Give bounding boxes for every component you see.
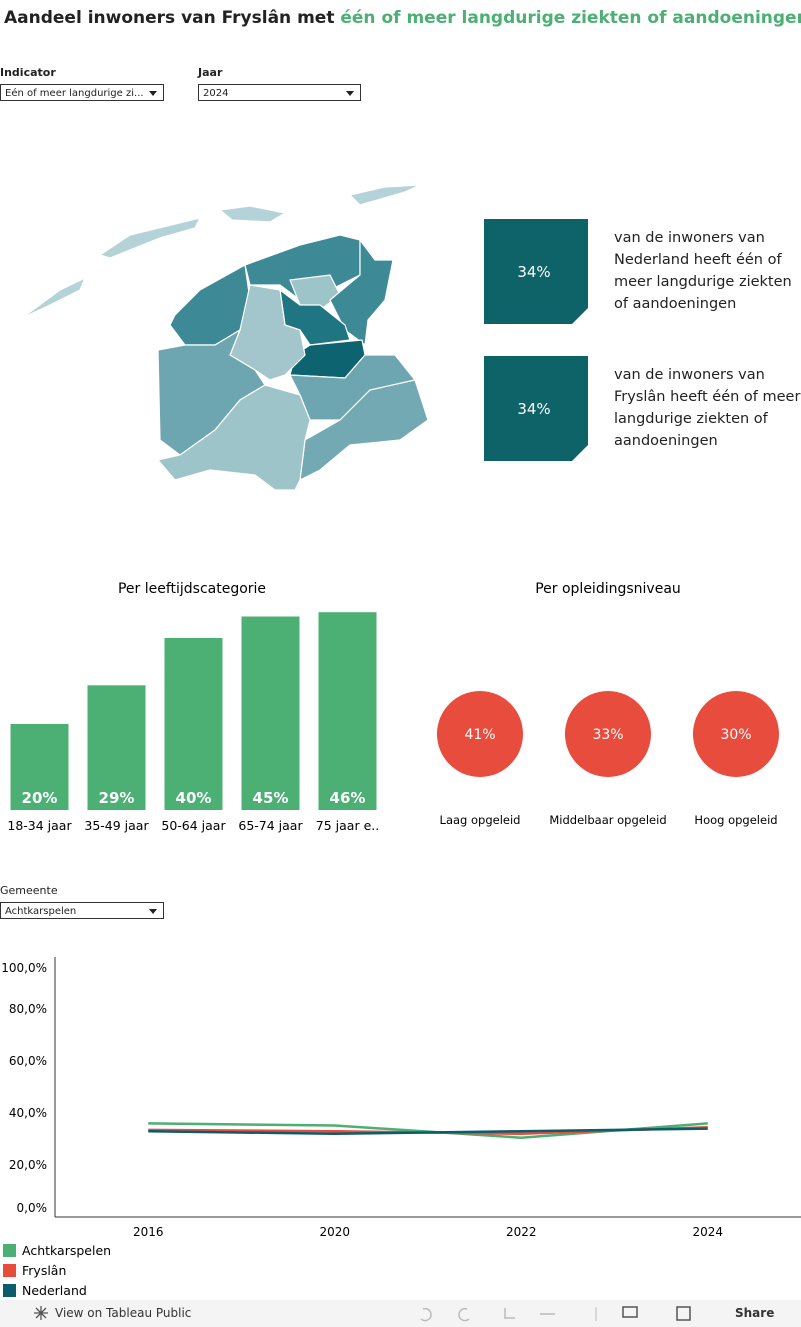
- toolbar: View on Tableau Public Share: [0, 1300, 801, 1327]
- legend-label: Nederland: [22, 1283, 87, 1298]
- data-label: 41%: [464, 727, 495, 743]
- legend-swatch: [3, 1244, 16, 1257]
- legend-swatch: [3, 1264, 16, 1277]
- kpi-value: 34%: [517, 400, 550, 418]
- bar: [164, 638, 223, 810]
- legend-swatch: [3, 1284, 16, 1297]
- line: [148, 1127, 708, 1136]
- kpi-text: van de inwoners van Fryslân heeft één of…: [614, 367, 801, 449]
- data-label: 45%: [253, 789, 289, 807]
- fullscreen[interactable]: [676, 1306, 691, 1321]
- island: [21, 276, 87, 319]
- download[interactable]: [622, 1306, 638, 1318]
- x-tick-label: 75 jaar e..: [316, 818, 379, 833]
- x-tick-label: 50-64 jaar: [161, 818, 226, 833]
- view-link[interactable]: View on Tableau Public: [55, 1306, 192, 1320]
- dropdown[interactable]: Eén of meer langdurige zi...: [0, 84, 164, 101]
- data-label: 29%: [99, 789, 135, 807]
- filter-label: Indicator: [0, 66, 56, 79]
- legend-label: Achtkarspelen: [22, 1243, 111, 1258]
- dot: [437, 691, 523, 777]
- x-tick-label: 65-74 jaar: [238, 818, 303, 833]
- category-label: Laag opgeleid: [440, 813, 521, 827]
- island: [218, 205, 287, 223]
- data-label: 46%: [330, 789, 366, 807]
- chart-title: Per opleidingsniveau: [535, 581, 681, 597]
- kpi-box: [484, 219, 588, 324]
- x-tick-label: 2024: [692, 1225, 723, 1239]
- kpi-value: 34%: [517, 263, 550, 281]
- bar: [241, 616, 300, 810]
- charts: 34% 34% Per leeftijdscategorie 20% 18-34 j…: [1, 184, 801, 1298]
- y-tick-label: 0,0%: [17, 1201, 48, 1215]
- data-label: 40%: [176, 789, 212, 807]
- data-label: 30%: [720, 727, 751, 743]
- y-tick-label: 100,0%: [1, 961, 47, 975]
- bar: [318, 612, 377, 810]
- dot: [565, 691, 651, 777]
- island: [98, 217, 202, 259]
- x-tick-label: 2016: [133, 1225, 164, 1239]
- chart-title: Per leeftijdscategorie: [118, 581, 266, 597]
- map: [21, 184, 429, 491]
- category-label: Middelbaar opgeleid: [549, 813, 666, 827]
- kpi-box: [484, 356, 588, 461]
- bar: [10, 724, 69, 810]
- data-label: 33%: [592, 727, 623, 743]
- legend-label: Fryslân: [22, 1263, 66, 1278]
- region: [156, 384, 311, 491]
- region: [157, 328, 266, 456]
- share[interactable]: Share: [735, 1306, 775, 1320]
- dropdown[interactable]: Achtkarspelen: [0, 902, 164, 919]
- region: [329, 238, 394, 347]
- title: Aandeel inwoners van Fryslân met één of …: [4, 8, 801, 28]
- toolbar-icons: [420, 1306, 691, 1322]
- y-tick-label: 60,0%: [9, 1054, 47, 1068]
- x-tick-label: 18-34 jaar: [7, 818, 72, 833]
- category-label: Hoog opgeleid: [694, 813, 777, 827]
- dropdown[interactable]: 2024: [198, 84, 361, 101]
- data-label: 20%: [22, 789, 58, 807]
- x-tick-label: 2020: [319, 1225, 350, 1239]
- island: [348, 184, 421, 206]
- kpi-text: van de inwoners van Nederland heeft één …: [614, 230, 792, 312]
- y-tick-label: 20,0%: [9, 1158, 47, 1172]
- x-tick-label: 2022: [506, 1225, 537, 1239]
- x-tick-label: 35-49 jaar: [84, 818, 149, 833]
- bar: [87, 685, 146, 810]
- region: [289, 274, 341, 311]
- region: [299, 379, 429, 482]
- dot: [693, 691, 779, 777]
- title-highlight: één of meer langdurige ziekten of aandoe…: [340, 8, 801, 28]
- filter-label: Gemeente: [0, 884, 58, 897]
- y-tick-label: 80,0%: [9, 1002, 47, 1016]
- filter-label: Jaar: [198, 66, 223, 79]
- icon: [34, 1306, 48, 1320]
- y-tick-label: 40,0%: [9, 1106, 47, 1120]
- title-prefix: Aandeel inwoners van Fryslân met: [4, 8, 335, 28]
